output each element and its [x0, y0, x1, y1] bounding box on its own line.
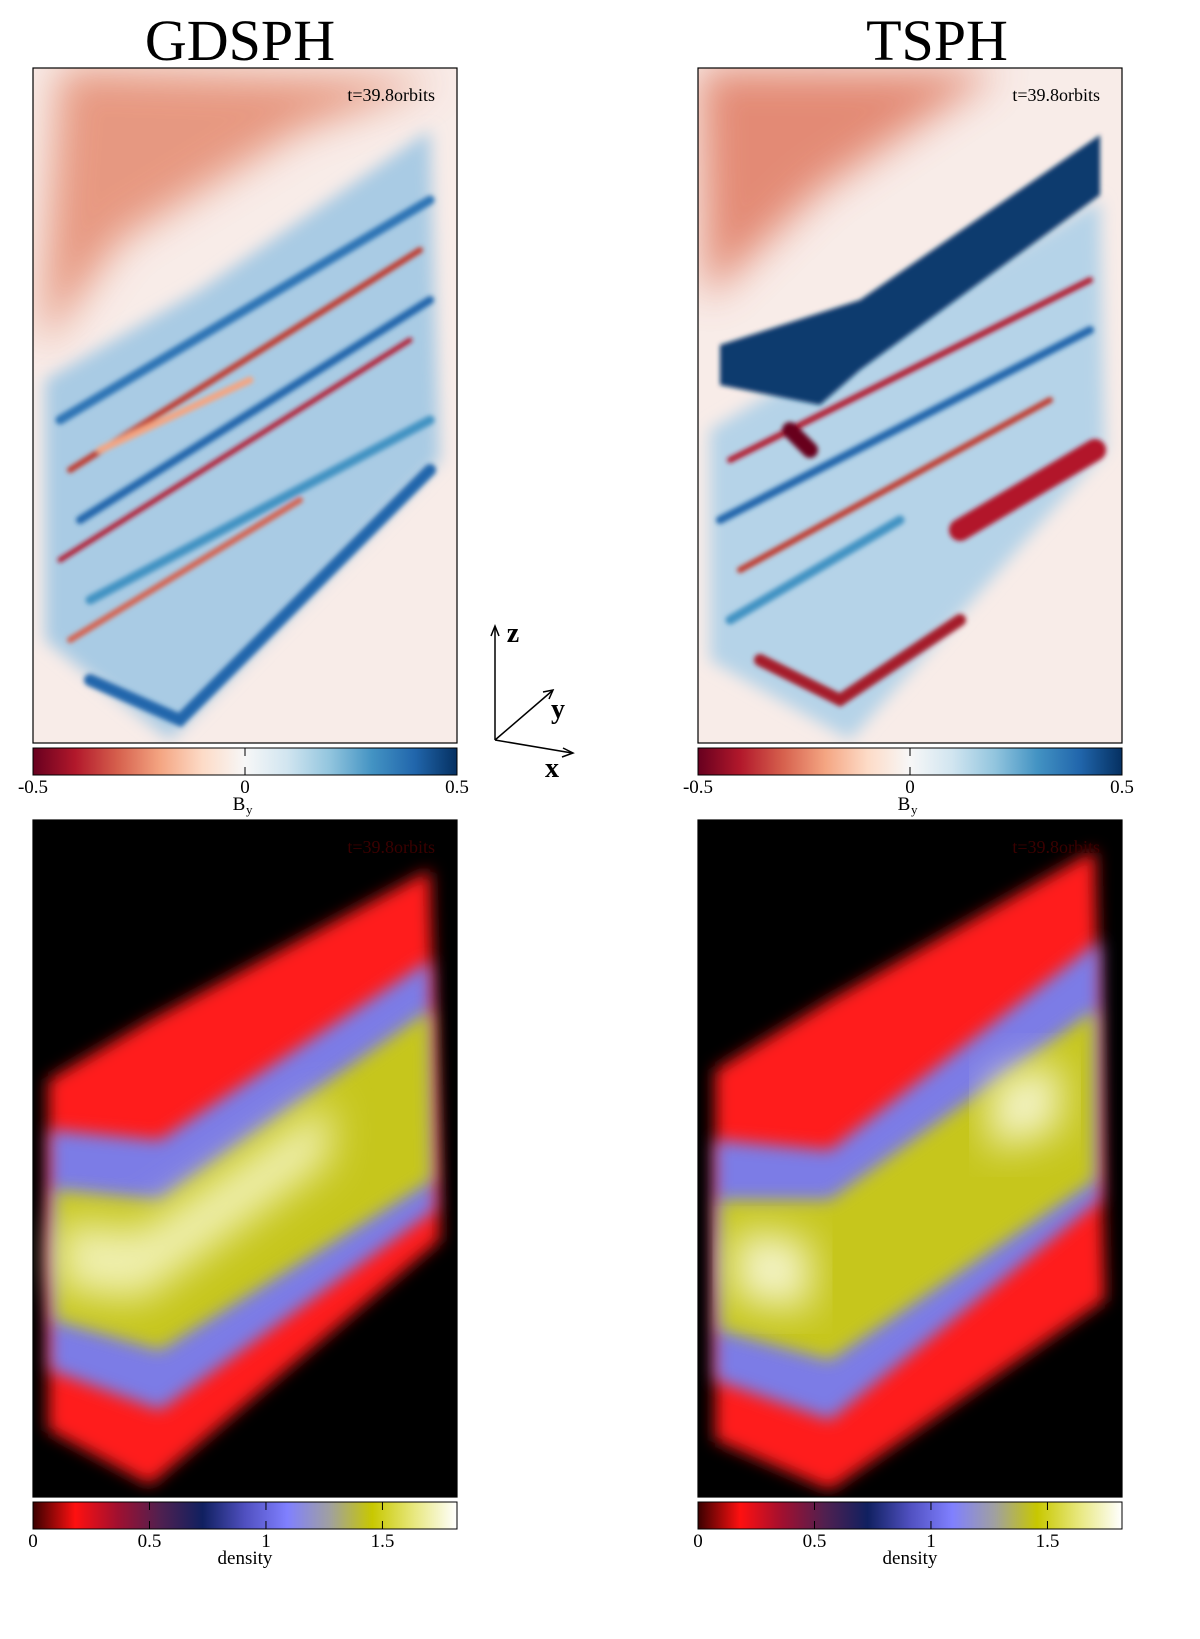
colorbar-tick-label: 0	[240, 777, 250, 798]
colorbar-tick-label: 1.5	[1036, 1531, 1060, 1552]
time-label: t=39.8orbits	[1012, 85, 1100, 105]
colorbar-tick-label: -0.5	[683, 777, 713, 798]
axes-triad	[490, 623, 575, 758]
colorbar	[32, 1501, 458, 1530]
colorbar-label: B	[233, 794, 246, 815]
density-image	[698, 820, 1122, 1497]
colorbar-tick-label: -0.5	[18, 777, 48, 798]
colorbar-tick-label: 0.5	[445, 777, 469, 798]
time-label: t=39.8orbits	[347, 85, 435, 105]
panel-title: GDSPH	[145, 8, 335, 73]
time-label: t=39.8orbits	[347, 837, 435, 857]
colorbar-tick-label: 0.5	[803, 1531, 827, 1552]
colorbar-tick-label: 1	[926, 1531, 936, 1552]
colorbar-tick-label: 0	[905, 777, 915, 798]
colorbar-tick-label: 0.5	[1110, 777, 1134, 798]
axis-direction-label: y	[551, 694, 565, 725]
axis-direction-label: x	[545, 753, 559, 784]
field-image	[33, 68, 457, 743]
colorbar-tick-label: 1.5	[371, 1531, 395, 1552]
colorbar-label: density	[218, 1548, 273, 1569]
field-image	[698, 68, 1122, 743]
axis-direction-label: z	[507, 618, 519, 649]
colorbar-tick-label: 0	[28, 1531, 38, 1552]
time-label: t=39.8orbits	[1012, 837, 1100, 857]
colorbar	[697, 1501, 1123, 1530]
panel-title: TSPH	[866, 8, 1008, 73]
density-image	[33, 820, 457, 1497]
colorbar-tick-label: 0	[693, 1531, 703, 1552]
colorbar-label-subscript: y	[911, 802, 918, 817]
colorbar-label: density	[883, 1548, 938, 1569]
colorbar-label: B	[898, 794, 911, 815]
colorbar-tick-label: 1	[261, 1531, 271, 1552]
colorbar-label-subscript: y	[246, 802, 253, 817]
colorbar-tick-label: 0.5	[138, 1531, 162, 1552]
